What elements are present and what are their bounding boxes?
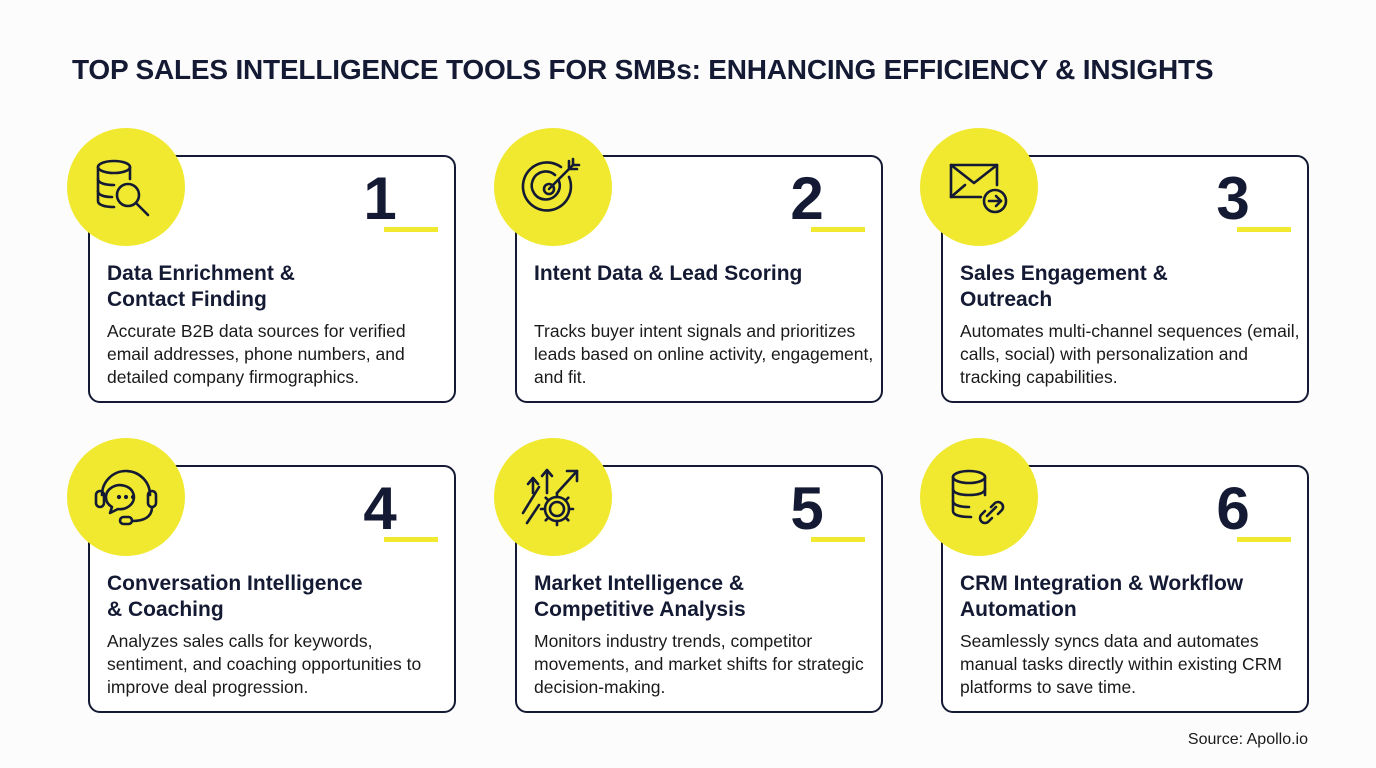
- card-title-line: Sales Engagement &: [960, 262, 1168, 285]
- card-title: Sales Engagement & Outreach: [960, 261, 1290, 313]
- card-title: Market Intelligence & Competitive Analys…: [534, 571, 864, 623]
- card-title-line: Market Intelligence &: [534, 572, 745, 595]
- card-number: 1: [363, 165, 397, 232]
- source-note: Source: Apollo.io: [1187, 731, 1308, 748]
- card-number: 2: [790, 165, 824, 232]
- card-title-line: & Coaching: [107, 598, 224, 621]
- icon-circle: [494, 438, 612, 556]
- target-arrow-icon: [521, 157, 581, 212]
- database-search-icon: [96, 159, 150, 217]
- card-description: Seamlessly syncs data and automates manu…: [960, 631, 1282, 697]
- icon-circle: [67, 128, 185, 246]
- card-description: Automates multi-channel sequences (email…: [960, 321, 1300, 387]
- card-description: Analyzes sales calls for keywords, senti…: [107, 631, 422, 697]
- number-underline: [384, 227, 438, 232]
- card-title: Conversation Intelligence & Coaching: [107, 571, 437, 623]
- email-send-icon: [949, 163, 1008, 214]
- gear-growth-arrows-icon: [521, 468, 579, 527]
- card-title: CRM Integration & Workflow Automation: [960, 571, 1290, 623]
- database-link-icon: [951, 469, 1005, 525]
- card-title-line: Data Enrichment &: [107, 262, 295, 285]
- page-title: TOP SALES INTELLIGENCE TOOLS FOR SMBs: E…: [72, 54, 1214, 85]
- number-underline: [811, 537, 865, 542]
- icon-circle: [494, 128, 612, 246]
- number-underline: [811, 227, 865, 232]
- card-description: Tracks buyer intent signals and prioriti…: [534, 321, 874, 387]
- number-underline: [1237, 537, 1291, 542]
- card-title: Data Enrichment & Contact Finding: [107, 261, 437, 313]
- card-description: Monitors industry trends, competitor mov…: [534, 631, 864, 697]
- card-number: 4: [363, 475, 397, 542]
- card-title-line: Contact Finding: [107, 288, 267, 311]
- card-title-line: Competitive Analysis: [534, 598, 746, 621]
- card-title-line: Conversation Intelligence: [107, 572, 363, 595]
- card-title-line: Automation: [960, 598, 1077, 621]
- card-data-enrichment: 1 Data Enrichment & Contact Finding Accu…: [88, 155, 456, 403]
- card-title: Intent Data & Lead Scoring: [534, 261, 864, 287]
- number-underline: [1237, 227, 1291, 232]
- icon-circle: [920, 438, 1038, 556]
- icon-circle: [67, 438, 185, 556]
- card-title-line: Intent Data & Lead Scoring: [534, 262, 803, 285]
- card-number: 6: [1216, 475, 1250, 542]
- icon-circle: [920, 128, 1038, 246]
- card-number: 3: [1216, 165, 1250, 232]
- headset-chat-icon: [94, 469, 158, 526]
- number-underline: [384, 537, 438, 542]
- card-title-line: Outreach: [960, 288, 1053, 311]
- card-description: Accurate B2B data sources for verified e…: [107, 321, 406, 387]
- card-title-line: CRM Integration & Workflow: [960, 572, 1244, 595]
- card-number: 5: [790, 475, 824, 542]
